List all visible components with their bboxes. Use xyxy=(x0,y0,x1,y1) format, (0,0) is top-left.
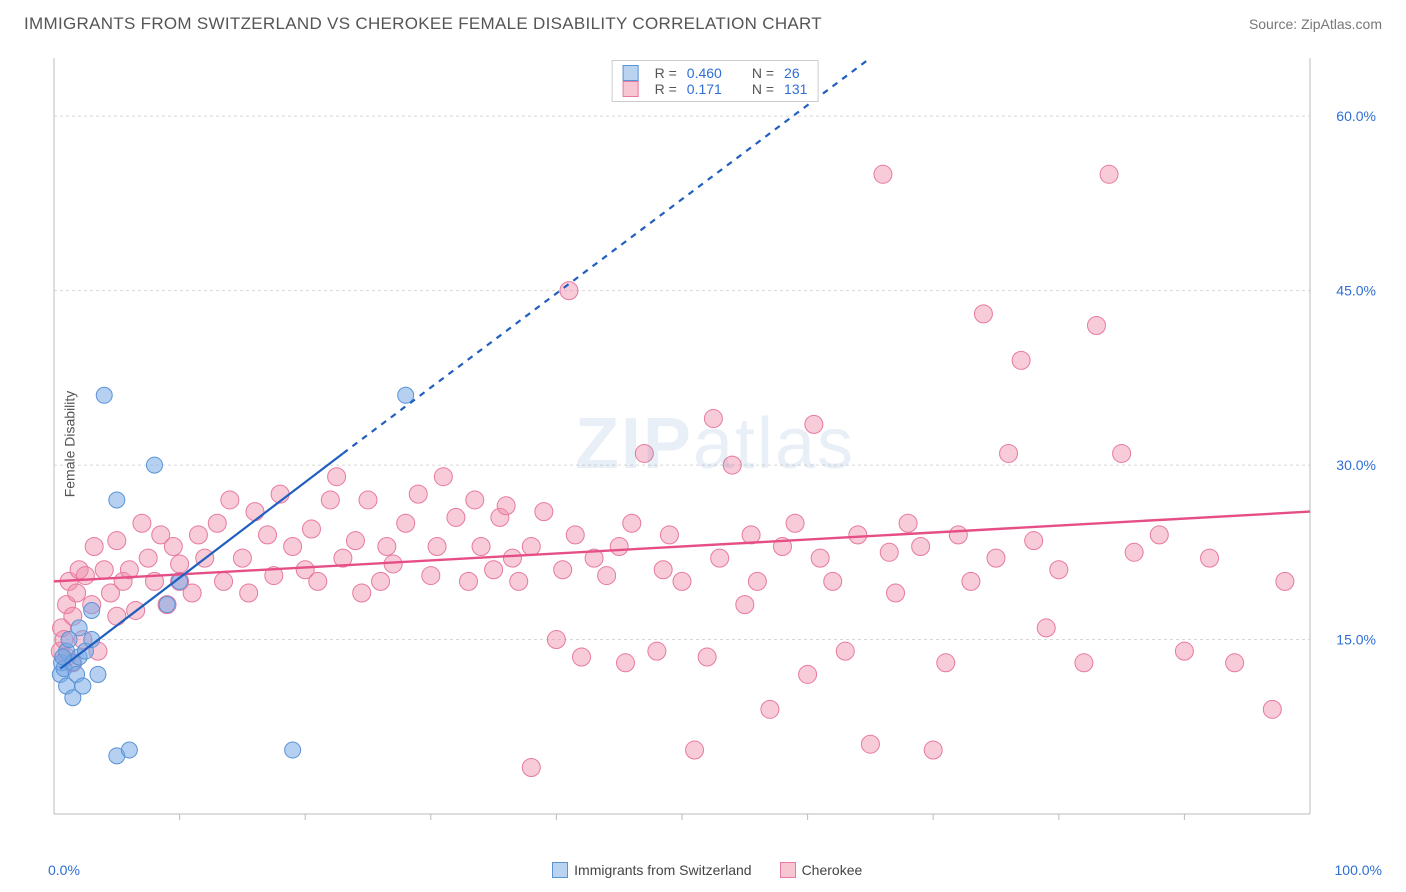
series-b-swatch-icon xyxy=(780,862,796,878)
stat-r-label-a: R = xyxy=(655,65,677,81)
x-axis-legend: 0.0% Immigrants from Switzerland Cheroke… xyxy=(48,862,1382,878)
series-a-label-group: Immigrants from Switzerland xyxy=(552,862,751,878)
y-axis-label: Female Disability xyxy=(61,391,77,498)
scatter-chart: 15.0% 30.0% 45.0% 60.0% xyxy=(48,56,1382,832)
svg-text:30.0%: 30.0% xyxy=(1336,457,1376,473)
svg-text:15.0%: 15.0% xyxy=(1336,632,1376,648)
series-b-points xyxy=(51,165,1294,776)
series-b-label: Cherokee xyxy=(802,862,863,878)
source-prefix: Source: xyxy=(1249,16,1301,32)
stat-n-value-b: 131 xyxy=(784,81,807,97)
stat-r-value-b: 0.171 xyxy=(687,81,722,97)
plot-area: Female Disability ZIPatlas R = 0.460 N =… xyxy=(48,56,1382,832)
stat-n-value-a: 26 xyxy=(784,65,800,81)
header: IMMIGRANTS FROM SWITZERLAND VS CHEROKEE … xyxy=(0,0,1406,40)
series-b-label-group: Cherokee xyxy=(780,862,863,878)
stat-r-value-a: 0.460 xyxy=(687,65,722,81)
chart-title: IMMIGRANTS FROM SWITZERLAND VS CHEROKEE … xyxy=(24,14,822,34)
stats-row-a: R = 0.460 N = 26 xyxy=(623,65,808,81)
x-max-label: 100.0% xyxy=(1335,862,1382,878)
stat-r-label-b: R = xyxy=(655,81,677,97)
stat-n-label-a: N = xyxy=(752,65,774,81)
svg-text:45.0%: 45.0% xyxy=(1336,283,1376,299)
series-labels: Immigrants from Switzerland Cherokee xyxy=(552,862,862,878)
swatch-b-icon xyxy=(623,81,639,97)
stat-n-label-b: N = xyxy=(752,81,774,97)
stats-row-b: R = 0.171 N = 131 xyxy=(623,81,808,97)
series-a-swatch-icon xyxy=(552,862,568,878)
source-name: ZipAtlas.com xyxy=(1301,16,1382,32)
source-label: Source: ZipAtlas.com xyxy=(1249,16,1382,32)
series-a-label: Immigrants from Switzerland xyxy=(574,862,751,878)
stats-legend-box: R = 0.460 N = 26 R = 0.171 N = 131 xyxy=(612,60,819,102)
svg-text:60.0%: 60.0% xyxy=(1336,108,1376,124)
x-min-label: 0.0% xyxy=(48,862,80,878)
swatch-a-icon xyxy=(623,65,639,81)
